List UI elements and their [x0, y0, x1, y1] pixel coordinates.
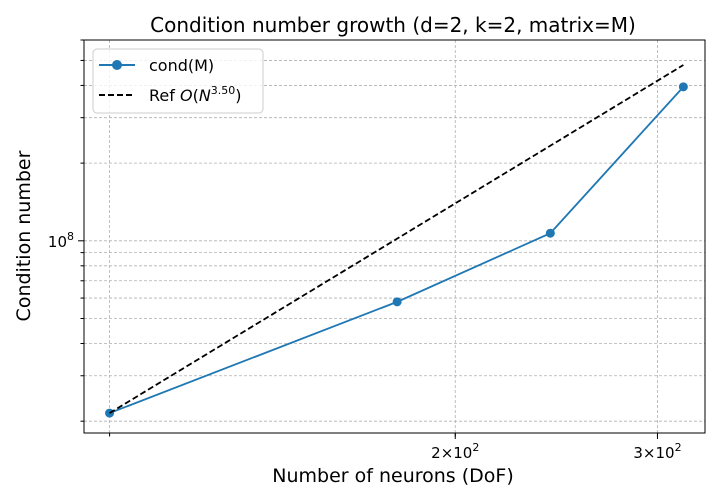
x-tick-label: 3×102 [633, 441, 681, 462]
plot-series [105, 64, 688, 418]
series-line-cond [109, 86, 685, 414]
series-line-ref [109, 64, 684, 414]
x-tick-base: 3×10 [633, 444, 674, 462]
legend-label-cond: cond(M) [149, 56, 214, 75]
x-tick-base: 2×10 [431, 444, 472, 462]
y-tick-exp: 8 [67, 230, 74, 243]
legend-label-ref: Ref O(N3.50) [149, 84, 242, 105]
legend-ref-close: ) [235, 86, 241, 105]
legend-ref-prefix: Ref [149, 86, 180, 105]
y-tick-label: 108 [48, 230, 74, 251]
chart-title: Condition number growth (d=2, k=2, matri… [150, 13, 636, 37]
x-tick-exp: 2 [472, 441, 479, 454]
data-point [545, 228, 555, 238]
legend-frame [92, 48, 264, 114]
plot-frame [83, 39, 706, 434]
y-axis-label: Condition number [13, 150, 35, 321]
legend-ref-open: ( [193, 86, 199, 105]
x-tick-label: 2×102 [431, 441, 479, 462]
legend-ref-math: O [180, 86, 193, 105]
legend-ref-var: N [199, 86, 211, 105]
legend-marker-cond [112, 60, 122, 70]
data-point [392, 297, 402, 307]
y-tick-base: 10 [48, 233, 67, 251]
legend-ref-exp: 3.50 [211, 84, 236, 97]
legend: cond(M) Ref O(N3.50) [92, 48, 264, 114]
data-point [678, 82, 688, 92]
x-axis-label: Number of neurons (DoF) [272, 465, 514, 487]
x-tick-exp: 2 [675, 441, 682, 454]
